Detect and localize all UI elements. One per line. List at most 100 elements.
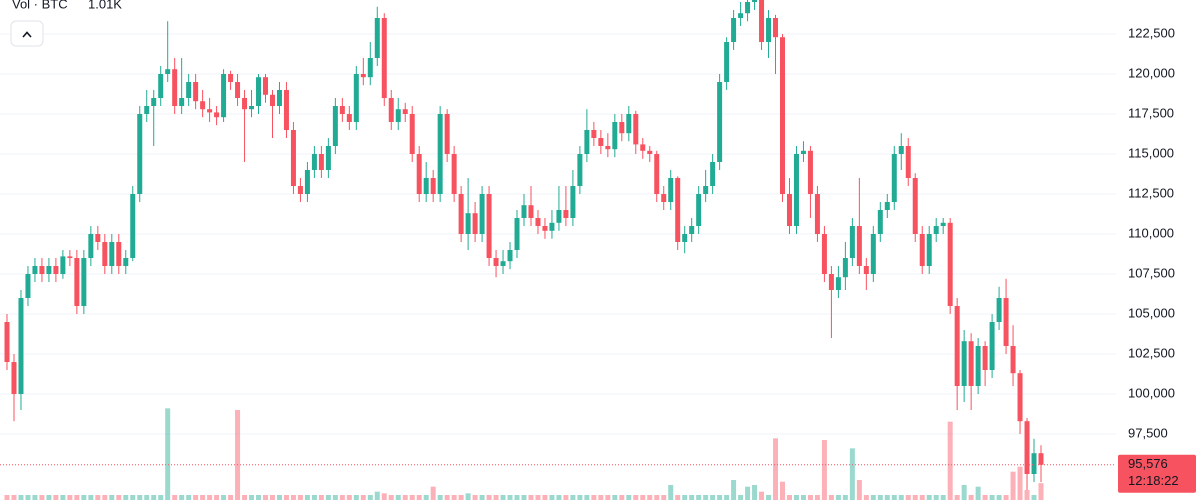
candle-body: [311, 154, 317, 170]
volume-bar: [912, 495, 918, 500]
candle-body: [570, 186, 576, 218]
volume-bar: [961, 485, 967, 500]
grid: [0, 33, 1116, 435]
candle-body: [870, 234, 876, 274]
candle-body: [989, 322, 995, 370]
candle-body: [996, 298, 1002, 322]
volume-bar: [982, 495, 988, 500]
volume-bar: [1024, 490, 1030, 500]
candle-body: [500, 261, 506, 266]
volume-bar: [88, 495, 94, 500]
volume-bar: [500, 495, 506, 500]
volume-bar: [46, 495, 52, 500]
candle-body: [332, 106, 338, 146]
candle-body: [60, 256, 66, 274]
volume-bar: [207, 495, 213, 500]
volume-bar: [703, 495, 709, 500]
candle-body: [926, 234, 932, 266]
volume-bar: [891, 495, 897, 500]
candle-body: [968, 341, 974, 386]
candle-body: [409, 114, 415, 154]
volume-bar: [821, 440, 827, 500]
last-price-box: [1118, 454, 1196, 493]
volume-bar: [556, 495, 562, 500]
volume-bar: [612, 495, 618, 500]
volume-bar: [1038, 483, 1044, 500]
volume-bar: [472, 495, 478, 500]
volume-bar: [409, 495, 415, 500]
candle-body: [940, 222, 946, 226]
candle-body: [884, 202, 890, 210]
volume-bar: [325, 495, 331, 500]
volume-bar: [905, 495, 911, 500]
candle-body: [137, 114, 143, 194]
candle-body: [626, 114, 632, 134]
volume-bar: [696, 495, 702, 500]
candle-body: [221, 74, 227, 118]
volume-bar: [842, 495, 848, 500]
volume-bar: [249, 495, 255, 500]
volume-bar: [235, 410, 241, 500]
volume-bar: [486, 495, 492, 500]
candle-body: [954, 306, 960, 386]
candle-body: [598, 138, 604, 146]
volume-bar: [374, 491, 380, 500]
collapse-button[interactable]: [10, 20, 44, 47]
volume-bar: [682, 495, 688, 500]
volume-bar: [633, 495, 639, 500]
volume-bar: [1003, 495, 1009, 500]
candle-body: [647, 150, 653, 154]
countdown-label: 12:18:22: [1128, 473, 1179, 488]
volume-bar: [717, 495, 723, 500]
volume-bar: [863, 495, 869, 500]
candle-body: [353, 74, 359, 122]
candle-body: [88, 234, 94, 258]
volume-bar: [619, 495, 625, 500]
candle-body: [654, 154, 660, 194]
candle-body: [542, 226, 548, 231]
volume-bar: [521, 495, 527, 500]
volume-bar: [367, 495, 373, 500]
volume-bar: [381, 493, 387, 500]
candle-body: [807, 150, 813, 194]
candle-body: [430, 178, 436, 194]
candle-body: [877, 210, 883, 234]
volume-bar: [780, 481, 785, 500]
candle-body: [933, 226, 939, 234]
volume-bar: [870, 495, 876, 500]
legend-title: Vol · BTC: [12, 0, 68, 11]
candle-body: [842, 258, 848, 278]
volume-bar: [849, 448, 855, 500]
candle-body: [766, 18, 772, 42]
y-tick-label: 102,500: [1128, 345, 1175, 360]
volume-bar: [507, 495, 513, 500]
candle-body: [549, 222, 555, 231]
candle-body: [1017, 373, 1023, 422]
candle-body: [11, 362, 17, 394]
candle-body: [144, 106, 150, 114]
candle-body: [786, 194, 792, 226]
volume-bar: [444, 495, 450, 500]
candle-body: [186, 82, 192, 98]
candle-body: [465, 213, 471, 234]
candle-body: [472, 213, 478, 234]
candle-body: [304, 170, 310, 194]
volume-bar: [1031, 495, 1037, 500]
candle-body: [773, 18, 779, 38]
candle-body: [724, 42, 730, 82]
candle-body: [81, 258, 87, 306]
candle-body: [1031, 453, 1037, 474]
volume-bar: [773, 438, 779, 500]
candle-body: [4, 322, 10, 362]
volume-bar: [793, 495, 799, 500]
candle-body: [18, 298, 24, 394]
volume-bar: [933, 495, 939, 500]
volume-bar: [186, 495, 192, 500]
last-price-label: 95,576: [1128, 456, 1168, 471]
candle-body: [507, 250, 513, 262]
y-tick-label: 115,000: [1128, 145, 1174, 160]
volume-bar: [514, 495, 520, 500]
volume-bar: [884, 495, 890, 500]
volume-bar: [996, 495, 1002, 500]
